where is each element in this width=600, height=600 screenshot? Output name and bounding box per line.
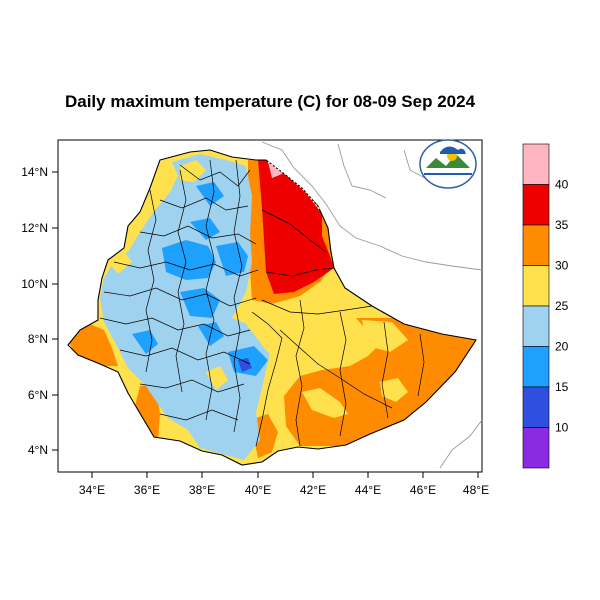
warm-yellow-patch-center <box>246 318 288 360</box>
y-tick-label: 12°N <box>21 221 48 235</box>
x-tick-label: 36°E <box>134 483 160 497</box>
cool-mid-zone-4 <box>196 182 224 206</box>
cool-mid-zone-2 <box>216 242 248 276</box>
colorbar-label: 40 <box>555 178 569 192</box>
x-tick-label: 34°E <box>79 483 105 497</box>
colorbar-box <box>522 143 550 185</box>
ethiopian-meteorology-institute-logo <box>419 139 477 189</box>
x-tick-label: 38°E <box>189 483 215 497</box>
colorbar-label: 30 <box>555 259 569 273</box>
cool-dark-spot <box>238 358 252 372</box>
x-tick-label: 44°E <box>355 483 381 497</box>
hot-red-zone-afar <box>258 160 334 294</box>
colorbar-box <box>522 265 550 307</box>
warm-yellow-patch-north <box>180 160 206 182</box>
x-tick-label: 48°E <box>463 483 489 497</box>
warm-yellow-patch-2 <box>380 378 408 402</box>
colorbar-box <box>522 305 550 347</box>
x-axis-labels: 34°E 36°E 38°E 40°E 42°E 44°E 46°E 48°E <box>79 483 489 497</box>
x-tick-label: 40°E <box>245 483 271 497</box>
warm-yellow-patch-3 <box>362 320 408 352</box>
colorbar-label: 10 <box>555 421 569 435</box>
colorbar-label: 25 <box>555 299 569 313</box>
x-tick-label: 46°E <box>410 483 436 497</box>
warm-yellow-patch-south <box>206 366 228 390</box>
cool-mid-zone-5 <box>180 288 220 318</box>
warm-yellow-patch-west <box>108 252 132 274</box>
cool-light-zone-highlands <box>100 154 272 460</box>
colorbar-label: 35 <box>555 218 569 232</box>
y-tick-label: 14°N <box>21 165 48 179</box>
y-tick-label: 8°N <box>28 332 48 346</box>
y-axis-labels: 14°N 12°N 10°N 8°N 6°N 4°N <box>21 165 48 457</box>
map-title: Daily maximum temperature (C) for 08-09 … <box>64 92 476 111</box>
y-tick-label: 4°N <box>28 443 48 457</box>
y-tick-label: 6°N <box>28 388 48 402</box>
x-tick-label: 42°E <box>300 483 326 497</box>
colorbar-box <box>522 224 550 266</box>
y-tick-label: 10°N <box>21 277 48 291</box>
colorbar-box <box>522 184 550 226</box>
cool-mid-zone-3 <box>190 218 220 240</box>
warm-yellow-patch <box>302 388 348 418</box>
colorbar-box <box>522 386 550 428</box>
neighbour-borders <box>261 141 483 469</box>
cool-mid-zone-1 <box>162 240 216 280</box>
colorbar-box <box>522 427 550 469</box>
colorbar: 40 35 30 25 20 15 10 <box>522 143 569 469</box>
admin-boundaries <box>67 149 477 466</box>
colorbar-box <box>522 346 550 388</box>
colorbar-label: 15 <box>555 380 569 394</box>
coastline-dotted <box>267 161 321 211</box>
axis-ticks <box>52 171 479 478</box>
colorbar-label: 20 <box>555 340 569 354</box>
